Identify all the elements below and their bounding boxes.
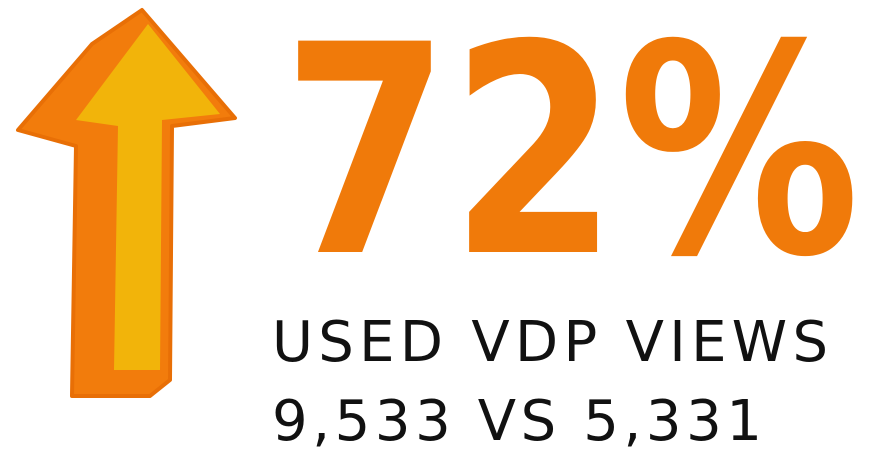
stat-label: USED VDP VIEWS [272, 310, 828, 375]
up-arrow [16, 8, 237, 398]
arrow-inner [76, 24, 220, 370]
stat-comparison: 9,533 VS 5,331 [272, 389, 762, 453]
headline: 72% [282, 0, 860, 321]
